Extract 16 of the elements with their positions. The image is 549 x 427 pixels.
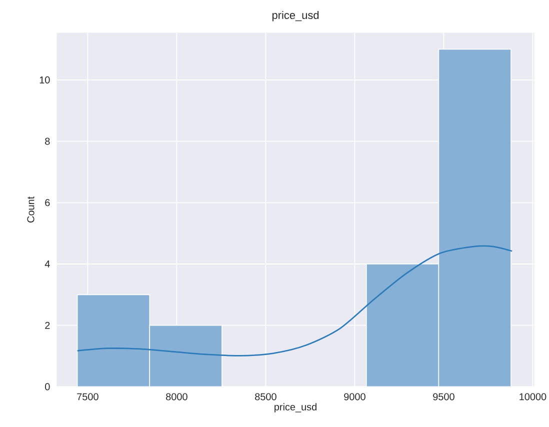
y-tick-label: 2	[45, 322, 50, 329]
x-tick-label: 8500	[255, 393, 276, 400]
y-tick-label: 4	[44, 260, 50, 268]
chart-title: price_usd	[272, 10, 319, 22]
y-tick-label: 0	[45, 383, 50, 390]
x-tick-label: 9500	[433, 393, 454, 400]
x-tick-label: 8000	[166, 393, 188, 400]
line-series	[76, 245, 513, 356]
y-tick-label: 8	[45, 138, 50, 145]
x-tick-label: 10000	[520, 393, 546, 400]
x-axis-title: price_usd	[274, 403, 316, 412]
x-tick-label: 7500	[77, 393, 98, 400]
x-tick-label: 9000	[344, 393, 366, 400]
y-tick-label: 6	[45, 199, 50, 206]
y-axis-title: Count	[27, 196, 34, 222]
y-tick-label: 10	[40, 76, 50, 84]
